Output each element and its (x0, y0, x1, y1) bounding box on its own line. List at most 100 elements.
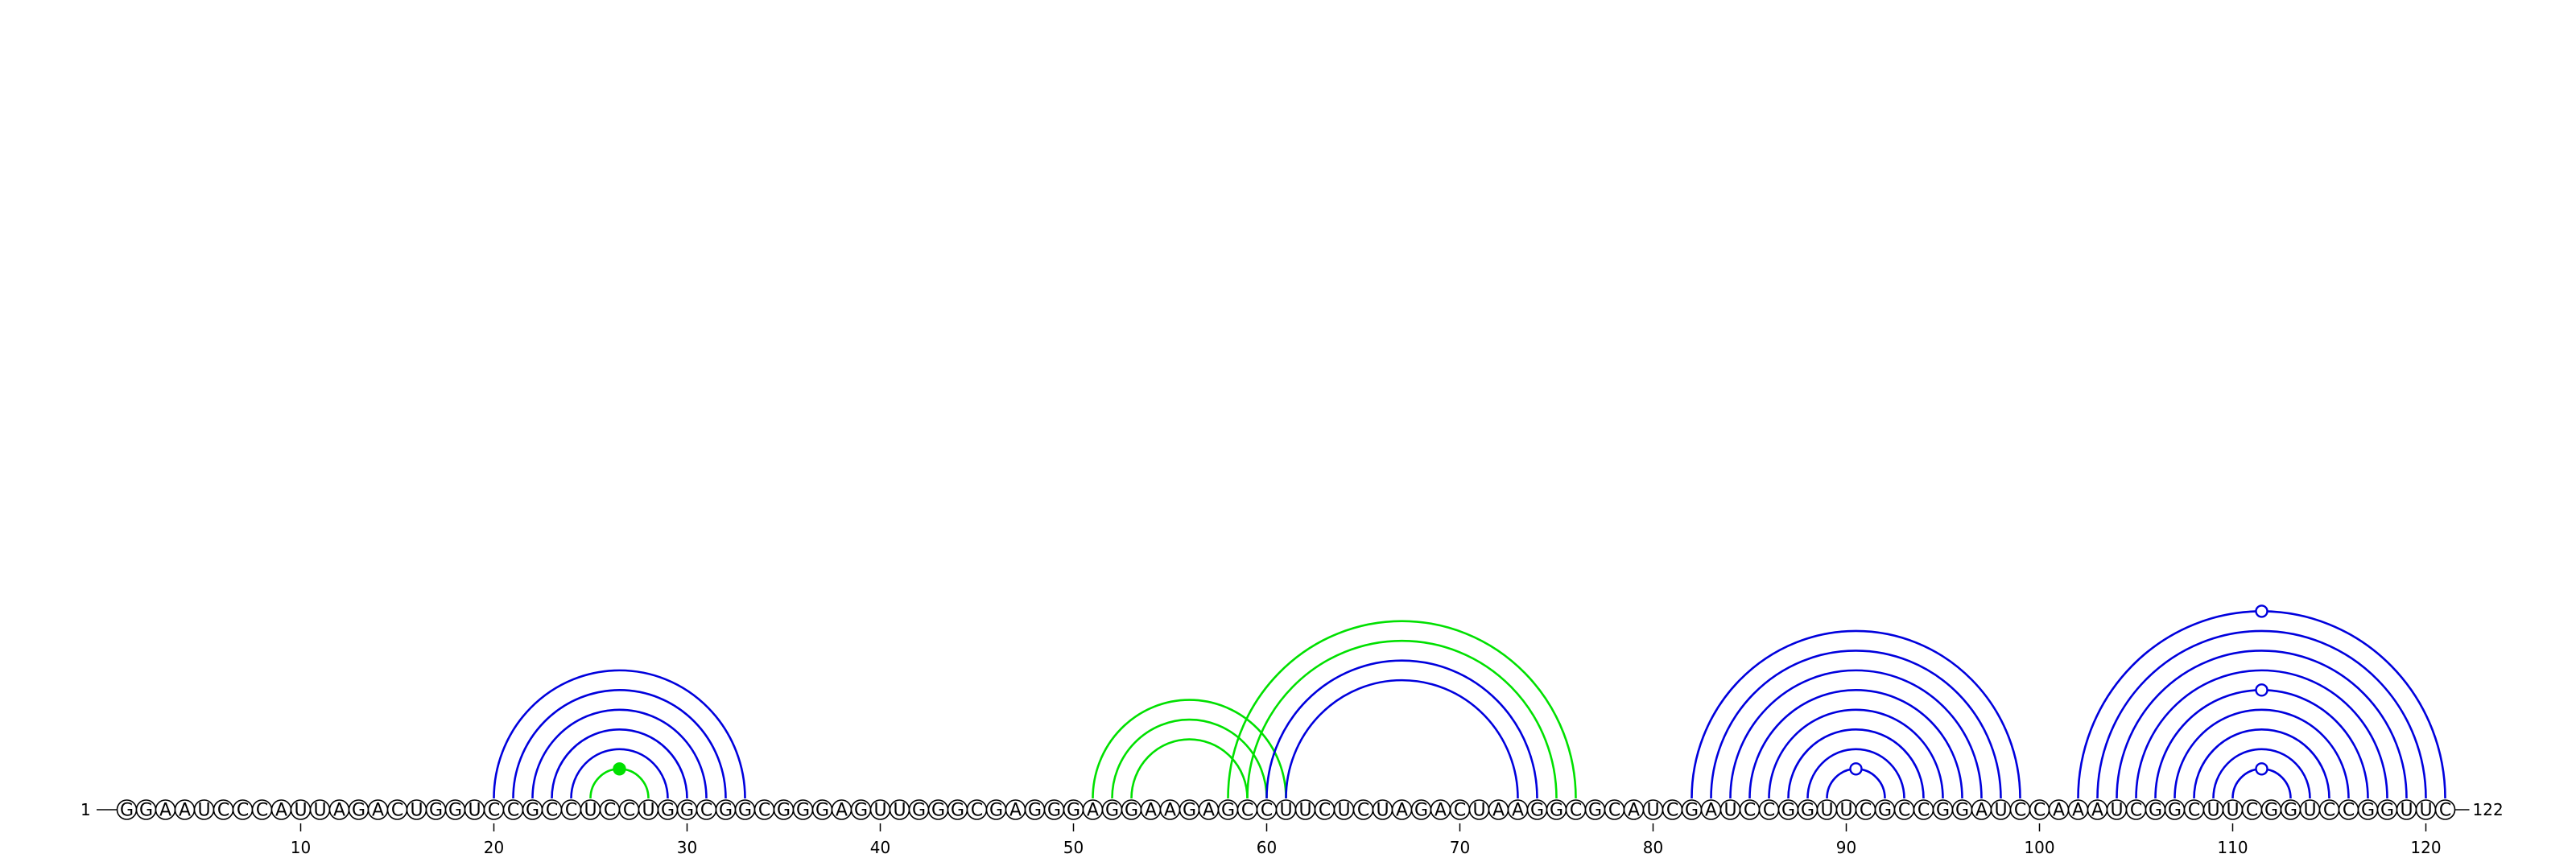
nucleotide-16: U (406, 799, 427, 821)
nucleotide-letter: U (873, 801, 886, 821)
nucleotide-45: C (966, 799, 988, 821)
nucleotide-letter: G (680, 801, 694, 821)
nucleotide-77: G (1584, 799, 1606, 821)
nucleotide-101: A (2048, 799, 2070, 821)
nucleotide-letter: G (1936, 801, 1950, 821)
nucleotide-66: U (1372, 799, 1393, 821)
nucleotide-letter: G (796, 801, 810, 821)
nucleotide-letter: G (777, 801, 791, 821)
nucleotide-111: C (2241, 799, 2263, 821)
nucleotide-91: C (1855, 799, 1876, 821)
nucleotide-letter: G (139, 801, 153, 821)
nucleotide-letter: G (1221, 801, 1235, 821)
nucleotide-letter: C (1261, 801, 1273, 821)
nucleotide-letter: C (1860, 801, 1872, 821)
nucleotide-letter: U (2400, 801, 2413, 821)
tick-label-90: 90 (1836, 838, 1856, 857)
nucleotide-112: G (2260, 799, 2282, 821)
nucleotide-letter: G (448, 801, 462, 821)
base-pair-arc-87-94 (1787, 728, 1925, 799)
nucleotide-letter: G (429, 801, 443, 821)
nucleotide-letter: U (410, 801, 423, 821)
nucleotide-85: C (1739, 799, 1761, 821)
pair-marker-110-113 (2255, 762, 2268, 776)
nucleotide-106: G (2145, 799, 2166, 821)
nucleotide-letter: G (2380, 801, 2394, 821)
nucleotide-letter: C (237, 801, 249, 821)
nucleotide-letter: C (565, 801, 577, 821)
base-pair-arc-104-119 (2116, 650, 2408, 799)
base-pair-arc-21-32 (512, 689, 727, 799)
nucleotide-letter: U (2207, 801, 2219, 821)
nucleotide-letter: G (1588, 801, 1602, 821)
nucleotide-letter: G (1414, 801, 1428, 821)
base-pair-arc-84-97 (1729, 669, 1983, 799)
tick-label-50: 50 (1063, 838, 1084, 857)
nucleotide-120: U (2415, 799, 2437, 821)
base-pair-arc-106-117 (2154, 689, 2369, 799)
nucleotide-26: C (599, 799, 621, 821)
nucleotide-letter: C (2033, 801, 2046, 821)
nucleotide-2: G (135, 799, 157, 821)
base-pair-arc-82-99 (1690, 629, 2021, 799)
base-pair-arc-59-75 (1246, 639, 1558, 799)
nucleotide-letter: A (1628, 801, 1640, 821)
base-pair-arcs (493, 610, 2446, 799)
nucleotide-25: U (580, 799, 601, 821)
tick-label-20: 20 (484, 838, 504, 857)
base-pair-arc-103-120 (2096, 629, 2427, 799)
nucleotide-letter: U (2303, 801, 2316, 821)
nucleotide-letter: C (971, 801, 983, 821)
nucleotide-83: A (1700, 799, 1722, 821)
nucleotide-letter: U (1472, 801, 1485, 821)
tick-label-110: 110 (2217, 838, 2248, 857)
nucleotide-letter: U (1279, 801, 1292, 821)
nucleotide-4: A (174, 799, 196, 821)
nucleotide-letter: C (391, 801, 403, 821)
nucleotide-50: G (1063, 799, 1084, 821)
nucleotide-letter: G (1067, 801, 1080, 821)
nucleotide-89: U (1816, 799, 1838, 821)
nucleotide-letter: A (372, 801, 384, 821)
nucleotide-68: G (1410, 799, 1432, 821)
nucleotide-31: C (696, 799, 717, 821)
nucleotide-3: A (155, 799, 176, 821)
base-pair-arc-23-30 (551, 728, 688, 799)
tick-label-80: 80 (1643, 838, 1663, 857)
nucleotide-58: G (1217, 799, 1239, 821)
nucleotide-100: C (2029, 799, 2050, 821)
nucleotide-letter: G (2264, 801, 2278, 821)
nucleotide-letter: U (1337, 801, 1350, 821)
nucleotide-98: U (1990, 799, 2012, 821)
nucleotide-109: U (2202, 799, 2224, 821)
nucleotide-letter: C (488, 801, 500, 821)
nucleotide-letter: G (2149, 801, 2162, 821)
nucleotide-letter: C (1918, 801, 1930, 821)
nucleotide-letter: U (584, 801, 597, 821)
nucleotide-70: C (1449, 799, 1471, 821)
nucleotide-letter: U (642, 801, 654, 821)
nucleotide-71: U (1468, 799, 1490, 821)
nucleotide-62: U (1294, 799, 1316, 821)
nucleotide-105: C (2125, 799, 2147, 821)
nucleotide-92: G (1874, 799, 1896, 821)
nucleotide-65: C (1352, 799, 1374, 821)
nucleotide-letter: A (836, 801, 848, 821)
base-pair-arc-20-33 (493, 669, 746, 799)
base-pair-arc-58-76 (1227, 620, 1577, 799)
nucleotide-letter: C (1763, 801, 1775, 821)
nucleotide-letter: C (2439, 801, 2451, 821)
nucleotide-letter: A (2091, 801, 2103, 821)
nucleotide-69: A (1430, 799, 1451, 821)
nucleotide-letter: C (1241, 801, 1253, 821)
nucleotide-59: C (1236, 799, 1258, 821)
nucleotide-19: U (464, 799, 485, 821)
nucleotide-24: C (560, 799, 582, 821)
nucleotide-letter: C (2014, 801, 2026, 821)
pair-marker-25-28 (613, 762, 626, 776)
nucleotide-99: C (2009, 799, 2031, 821)
base-pair-arc-61-73 (1285, 679, 1519, 799)
nucleotide-letter: G (931, 801, 945, 821)
nucleotide-letter: A (1975, 801, 1988, 821)
